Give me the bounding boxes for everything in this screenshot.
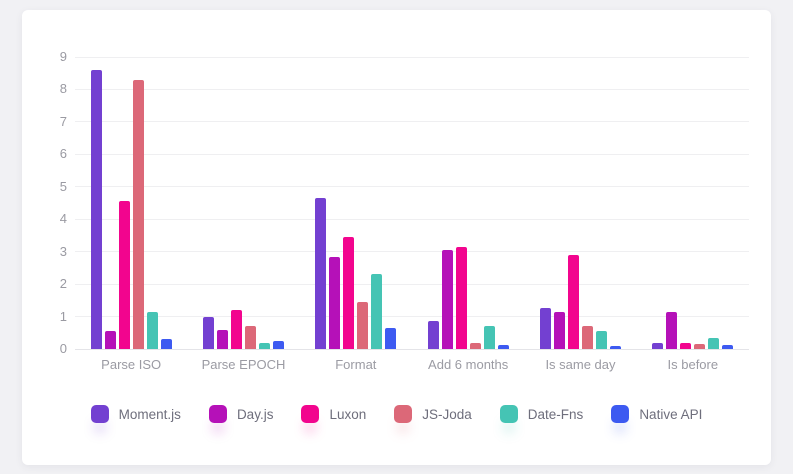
- y-axis-tick-0: 0: [59, 341, 67, 356]
- y-axis-tick-5: 5: [59, 178, 67, 194]
- legend-label-moment-js: Moment.js: [118, 406, 181, 422]
- bar-moment-js-parse-iso[interactable]: [90, 69, 102, 349]
- plot-area: 0 1 2 3 4 5 6 7 8 9 Parse ISO Parse EPOCH Format Add …: [60, 49, 749, 372]
- bar-day-js-format[interactable]: [329, 256, 341, 349]
- bar-moment-js-parse-epoch[interactable]: [202, 316, 214, 349]
- bar-group-add-6-months: [412, 57, 524, 349]
- gridline-9: [75, 56, 749, 58]
- gridline-0: [75, 348, 749, 350]
- bar-date-fns-is-same-day[interactable]: [595, 331, 607, 349]
- gridline-4: [75, 218, 749, 220]
- bar-luxon-parse-iso[interactable]: [118, 201, 130, 349]
- gridline-6: [75, 153, 749, 155]
- bar-date-fns-is-before[interactable]: [708, 337, 720, 349]
- bar-luxon-add-6-months[interactable]: [455, 246, 467, 349]
- bar-moment-js-is-before[interactable]: [652, 342, 664, 349]
- y-axis-tick-4: 4: [59, 211, 67, 227]
- bar-group-parse-iso: [75, 57, 187, 349]
- legend-swatch-native-api-icon: [611, 405, 630, 423]
- bar-moment-js-is-same-day[interactable]: [539, 308, 551, 349]
- bar-group-format: [300, 57, 412, 349]
- legend-label-date-fns: Date-Fns: [527, 406, 584, 422]
- bar-date-fns-add-6-months[interactable]: [483, 326, 495, 349]
- bar-date-fns-format[interactable]: [371, 274, 383, 349]
- y-axis-tick-8: 8: [59, 81, 67, 97]
- gridline-1: [75, 316, 749, 318]
- legend-label-day-js: Day.js: [236, 406, 274, 422]
- legend-swatch-js-joda-icon: [394, 405, 413, 423]
- bar-date-fns-parse-iso[interactable]: [146, 311, 158, 349]
- legend-swatch-moment-js-icon: [90, 405, 109, 423]
- legend-swatch-luxon-icon: [301, 405, 320, 423]
- gridline-8: [75, 88, 749, 90]
- legend-swatch-day-js-icon: [208, 405, 227, 423]
- bar-native-api-parse-iso[interactable]: [160, 339, 172, 349]
- x-axis-label-format: Format: [335, 357, 377, 372]
- chart-card: 0 1 2 3 4 5 6 7 8 9 Parse ISO Parse EPOCH Format Add …: [22, 10, 771, 465]
- legend: Moment.js Day.js Luxon JS-Joda Date-Fns Nativ…: [22, 405, 771, 423]
- y-axis-tick-2: 2: [59, 276, 67, 292]
- gridline-3: [75, 251, 749, 253]
- y-axis-tick-9: 9: [59, 49, 67, 64]
- bar-js-joda-add-6-months[interactable]: [469, 342, 481, 349]
- bar-luxon-is-same-day[interactable]: [567, 254, 579, 349]
- bar-native-api-format[interactable]: [385, 327, 397, 349]
- bar-native-api-parse-epoch[interactable]: [272, 340, 284, 349]
- legend-item-day-js[interactable]: Day.js: [208, 405, 274, 423]
- bar-native-api-is-same-day[interactable]: [609, 346, 621, 349]
- bar-group-parse-epoch: [187, 57, 299, 349]
- bar-native-api-add-6-months[interactable]: [497, 345, 509, 349]
- bar-group-is-same-day: [524, 57, 636, 349]
- y-axis-tick-3: 3: [59, 243, 67, 259]
- bar-js-joda-parse-iso[interactable]: [132, 79, 144, 349]
- x-axis-label-add-6-months: Add 6 months: [428, 357, 509, 372]
- bar-luxon-format[interactable]: [343, 237, 355, 349]
- bar-native-api-is-before[interactable]: [722, 345, 734, 349]
- legend-item-moment-js[interactable]: Moment.js: [90, 405, 181, 423]
- bar-day-js-add-6-months[interactable]: [441, 250, 453, 349]
- legend-swatch-date-fns-icon: [499, 405, 518, 423]
- bar-group-is-before: [637, 57, 749, 349]
- x-axis-label-parse-epoch: Parse EPOCH: [201, 357, 286, 372]
- legend-item-luxon[interactable]: Luxon: [301, 405, 366, 423]
- bar-js-joda-is-same-day[interactable]: [581, 326, 593, 349]
- bar-day-js-parse-iso[interactable]: [104, 331, 116, 349]
- legend-label-js-joda: JS-Joda: [422, 406, 472, 422]
- bar-js-joda-format[interactable]: [357, 301, 369, 349]
- bar-day-js-is-before[interactable]: [666, 311, 678, 349]
- gridline-5: [75, 186, 749, 188]
- y-axis-tick-6: 6: [59, 146, 67, 162]
- bar-day-js-parse-epoch[interactable]: [216, 329, 228, 349]
- bar-js-joda-is-before[interactable]: [694, 343, 706, 349]
- bar-moment-js-add-6-months[interactable]: [427, 321, 439, 349]
- legend-label-luxon: Luxon: [329, 406, 367, 422]
- bar-date-fns-parse-epoch[interactable]: [258, 342, 270, 349]
- legend-label-native-api: Native API: [639, 406, 703, 422]
- gridline-2: [75, 283, 749, 285]
- bar-luxon-is-before[interactable]: [680, 342, 692, 349]
- legend-item-js-joda[interactable]: JS-Joda: [394, 405, 472, 423]
- x-axis-label-is-same-day: Is same day: [545, 357, 616, 372]
- x-axis-label-parse-iso: Parse ISO: [101, 357, 162, 372]
- bar-day-js-is-same-day[interactable]: [553, 311, 565, 349]
- bar-luxon-parse-epoch[interactable]: [230, 310, 242, 349]
- gridline-7: [75, 121, 749, 123]
- bar-moment-js-format[interactable]: [315, 198, 327, 349]
- bar-js-joda-parse-epoch[interactable]: [244, 326, 256, 349]
- legend-item-native-api[interactable]: Native API: [611, 405, 702, 423]
- y-axis-tick-1: 1: [59, 308, 67, 324]
- x-axis-label-is-before: Is before: [667, 357, 719, 372]
- legend-item-date-fns[interactable]: Date-Fns: [499, 405, 584, 423]
- y-axis-tick-7: 7: [59, 113, 67, 129]
